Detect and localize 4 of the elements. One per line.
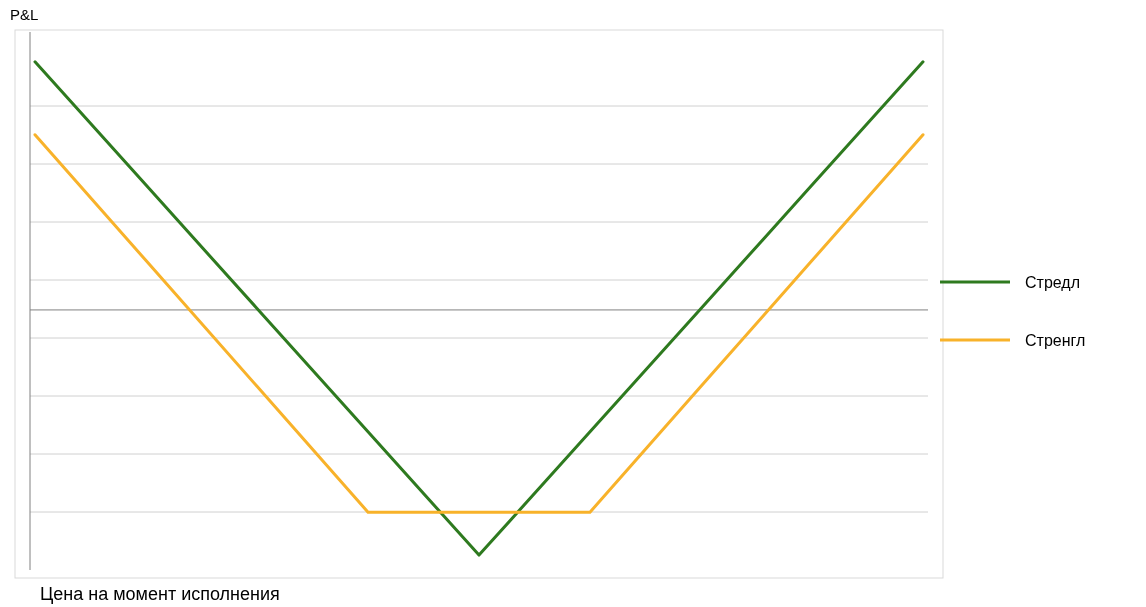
x-axis-title: Цена на момент исполнения xyxy=(40,584,280,604)
y-axis-title: P&L xyxy=(10,6,39,23)
legend-label: Стренгл xyxy=(1025,332,1086,349)
legend-label: Стредл xyxy=(1025,274,1080,291)
